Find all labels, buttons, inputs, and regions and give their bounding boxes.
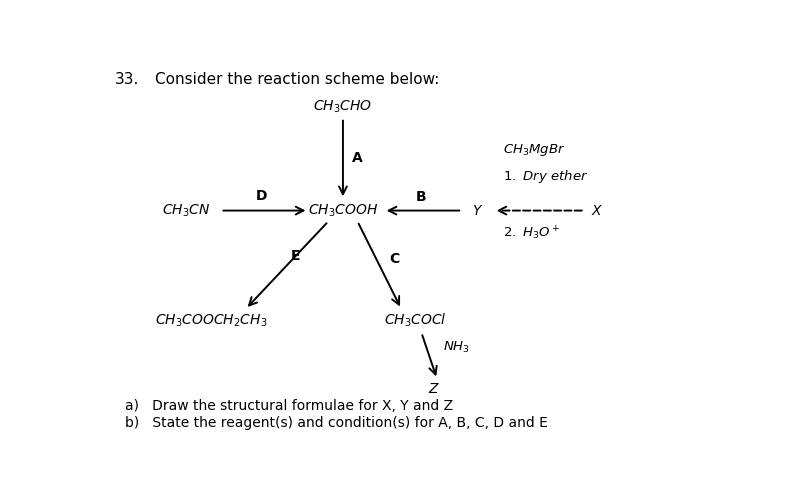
Text: a)   Draw the structural formulae for X, Y and Z: a) Draw the structural formulae for X, Y… [125,399,454,413]
Text: $1.\ Dry\ ether$: $1.\ Dry\ ether$ [503,168,588,185]
Text: B: B [416,190,427,204]
Text: $2.\ H_3O^+$: $2.\ H_3O^+$ [503,225,561,242]
Text: Consider the reaction scheme below:: Consider the reaction scheme below: [155,72,439,87]
Text: $NH_3$: $NH_3$ [443,339,471,355]
Text: $X$: $X$ [591,204,603,217]
Text: $Y$: $Y$ [472,204,484,217]
Text: $CH_3COOCH_2CH_3$: $CH_3COOCH_2CH_3$ [155,312,267,329]
Text: A: A [352,151,363,164]
Text: D: D [256,189,267,203]
Text: $CH_3COCl$: $CH_3COCl$ [384,312,446,329]
Text: $CH_3CN$: $CH_3CN$ [162,202,210,219]
Text: $CH_3MgBr$: $CH_3MgBr$ [503,142,565,158]
Text: C: C [389,252,399,266]
Text: 33.: 33. [115,72,139,87]
Text: b)   State the reagent(s) and condition(s) for A, B, C, D and E: b) State the reagent(s) and condition(s)… [125,417,548,430]
Text: $Z$: $Z$ [428,382,440,396]
Text: $CH_3CHO$: $CH_3CHO$ [313,98,373,115]
Text: E: E [291,249,301,263]
Text: $CH_3COOH$: $CH_3COOH$ [308,202,378,219]
